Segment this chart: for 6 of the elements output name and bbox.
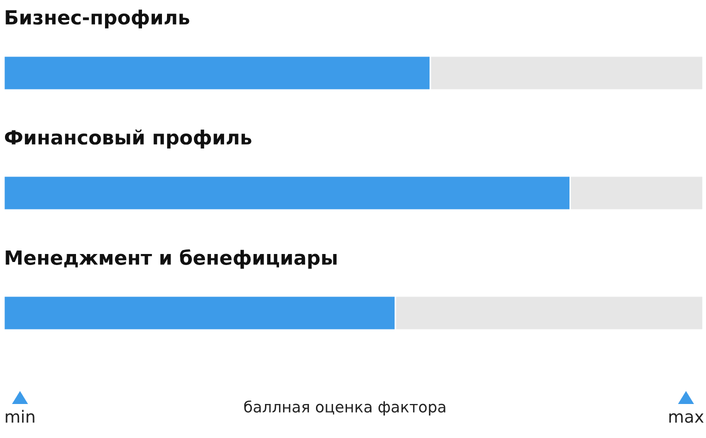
- y-tick-label: Финансовый профиль: [4, 130, 252, 148]
- y-tick-label: Менеджмент и бенефициары: [6, 249, 337, 269]
- text: min: [6, 410, 34, 423]
- text: баллная оценка фактора: [244, 400, 446, 416]
- y-tick-label: Бизнес-профиль: [6, 10, 190, 28]
- text: max: [669, 413, 704, 423]
